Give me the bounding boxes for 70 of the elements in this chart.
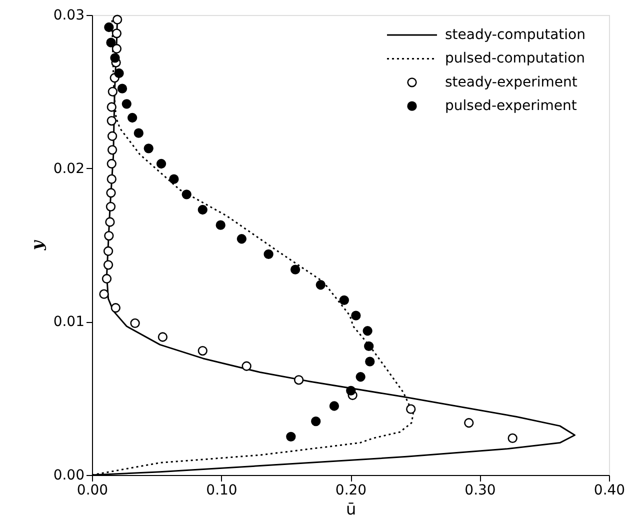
point (106, 116, 116, 126)
y-tick-label: 0.00 (53, 468, 84, 484)
point (198, 346, 208, 356)
point (106, 188, 116, 198)
point (106, 38, 116, 48)
point (365, 356, 375, 366)
point (264, 249, 274, 260)
point (112, 14, 122, 24)
legend-label: steady-experiment (445, 74, 578, 90)
point (106, 202, 116, 212)
point (286, 432, 296, 442)
point (104, 230, 114, 241)
point (127, 112, 138, 123)
point (329, 401, 340, 411)
point (102, 274, 112, 284)
point (169, 174, 179, 184)
x-tick-label: 0.00 (76, 482, 108, 498)
point (311, 416, 321, 426)
x-tick-label: 0.30 (464, 482, 496, 498)
point (158, 332, 168, 342)
point (106, 158, 116, 169)
x-tick-label: 0.20 (335, 482, 367, 498)
point (144, 144, 154, 154)
y-tick-label: 0.01 (53, 314, 84, 330)
point (346, 386, 356, 396)
legend-label: pulsed-computation (445, 50, 586, 67)
point (316, 280, 326, 290)
point (351, 310, 361, 320)
point (362, 326, 372, 336)
x-tick-label: 0.40 (594, 482, 626, 498)
legend-label: pulsed-experiment (445, 98, 578, 114)
point (103, 260, 114, 270)
point (112, 44, 122, 54)
point (130, 318, 140, 328)
point (104, 22, 114, 32)
point (110, 53, 120, 63)
point (464, 418, 474, 428)
y-axis-title: y (27, 239, 46, 252)
legend-label: steady-computation (445, 27, 586, 43)
point (290, 264, 300, 274)
y-tick-label: 0.02 (53, 160, 84, 177)
point (156, 158, 166, 169)
point (508, 433, 518, 444)
point (108, 86, 118, 96)
y-tick-label: 0.03 (53, 8, 84, 24)
point (106, 174, 116, 184)
point (364, 341, 374, 352)
point (294, 375, 304, 385)
point (134, 128, 144, 138)
point (339, 295, 349, 306)
point (182, 190, 192, 200)
point (122, 99, 132, 109)
point (103, 246, 114, 256)
point (356, 372, 366, 382)
point (112, 28, 122, 38)
point (106, 102, 116, 112)
point (236, 234, 247, 244)
point (107, 145, 118, 155)
x-axis-title: ū (346, 500, 356, 518)
point (242, 361, 252, 371)
point (114, 68, 124, 78)
point (107, 131, 118, 141)
point (406, 404, 416, 414)
point (110, 303, 120, 313)
point (198, 204, 208, 215)
point (216, 220, 226, 230)
point (117, 84, 128, 94)
point (99, 289, 109, 299)
point (105, 217, 115, 227)
x-tick-label: 0.10 (206, 482, 238, 498)
